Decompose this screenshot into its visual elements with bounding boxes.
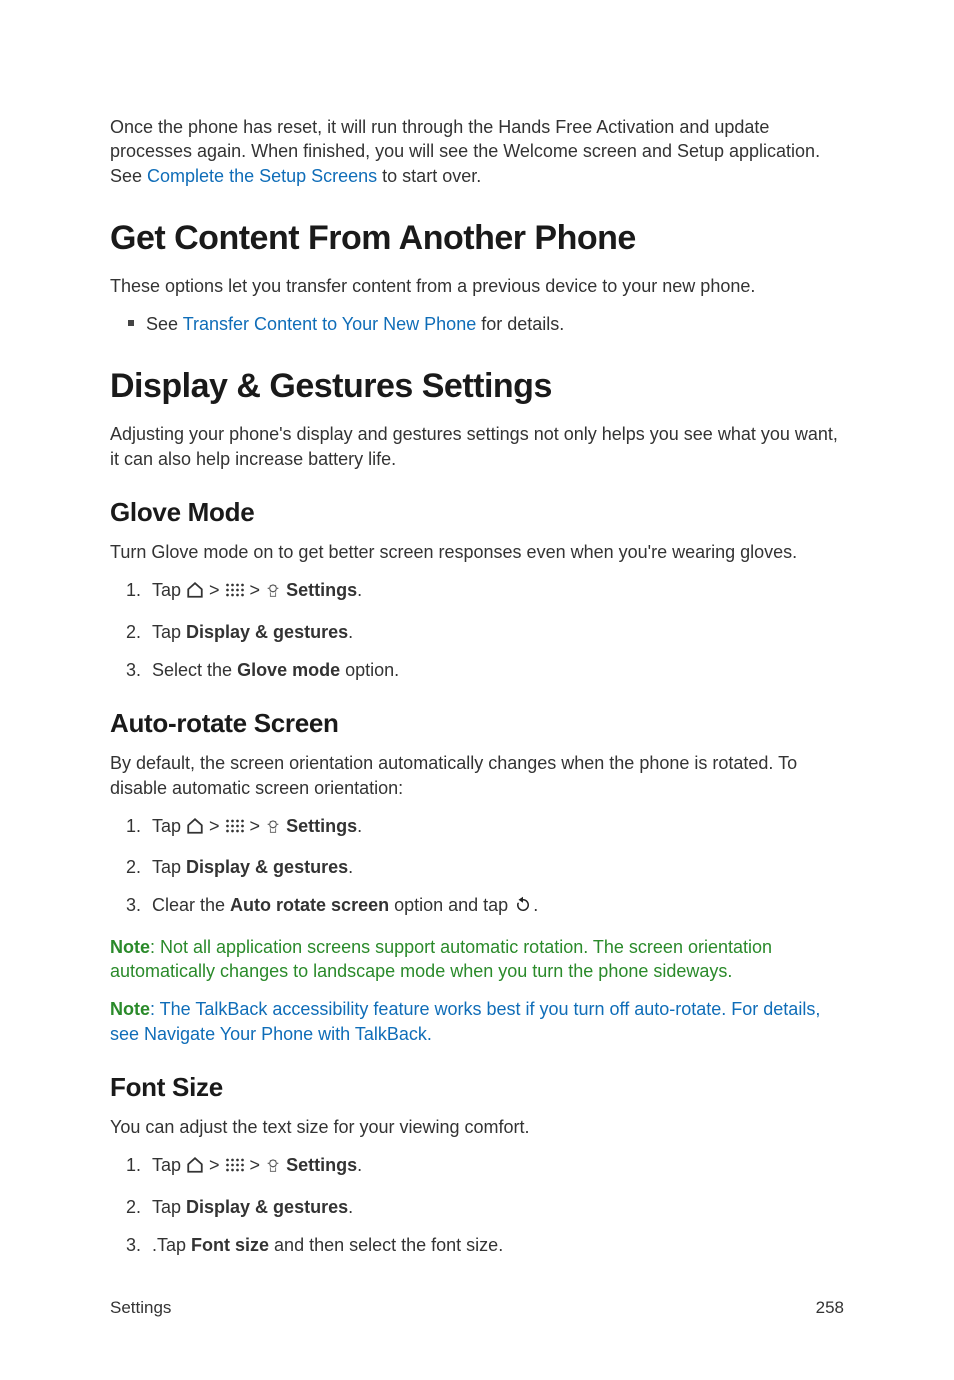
bullet-prefix: See [146, 314, 183, 334]
step-bold: Settings [286, 580, 357, 600]
step-bold: Auto rotate screen [230, 895, 389, 915]
sep: > [245, 1155, 266, 1175]
step-bold: Settings [286, 1155, 357, 1175]
step-bold: Settings [286, 816, 357, 836]
period: . [357, 1155, 362, 1175]
page-footer: Settings 258 [110, 1297, 844, 1320]
period: . [348, 622, 353, 642]
period: . [348, 1197, 353, 1217]
home-icon [186, 817, 204, 841]
note-talkback: Note: The TalkBack accessibility feature… [110, 997, 844, 1046]
footer-section: Settings [110, 1297, 171, 1320]
autorotate-step-3: Clear the Auto rotate screen option and … [146, 893, 844, 920]
intro-text-b: to start over. [377, 166, 481, 186]
heading-font-size: Font Size [110, 1070, 844, 1105]
get-content-intro: These options let you transfer content f… [110, 274, 844, 298]
note-text: : Not all application screens support au… [110, 937, 772, 981]
fontsize-intro: You can adjust the text size for your vi… [110, 1115, 844, 1139]
note-label: Note [110, 937, 150, 957]
step-text: option and tap [389, 895, 513, 915]
home-icon [186, 1156, 204, 1180]
step-bold: Font size [191, 1235, 269, 1255]
step-text: Select the [152, 660, 237, 680]
fontsize-step-2: Tap Display & gestures. [146, 1195, 844, 1219]
sep: > [204, 816, 225, 836]
page-content: Once the phone has reset, it will run th… [0, 0, 954, 1380]
period: . [357, 816, 362, 836]
step-text: Tap [152, 622, 186, 642]
period: . [348, 857, 353, 877]
home-icon [186, 581, 204, 605]
heading-get-content: Get Content From Another Phone [110, 216, 844, 262]
glove-step-1: Tap > > Settings. [146, 578, 844, 605]
transfer-content-link[interactable]: Transfer Content to Your New Phone [183, 314, 477, 334]
sep: > [204, 580, 225, 600]
apps-icon [225, 1156, 245, 1180]
step-text: .Tap [152, 1235, 191, 1255]
autorotate-intro: By default, the screen orientation autom… [110, 751, 844, 800]
setup-screens-link[interactable]: Complete the Setup Screens [147, 166, 377, 186]
talkback-link[interactable]: Navigate Your Phone with TalkBack [144, 1024, 427, 1044]
glove-intro: Turn Glove mode on to get better screen … [110, 540, 844, 564]
note-label: Note [110, 999, 150, 1019]
fontsize-step-1: Tap > > Settings. [146, 1153, 844, 1180]
step-text: Tap [152, 580, 186, 600]
step-bold: Display & gestures [186, 1197, 348, 1217]
heading-glove-mode: Glove Mode [110, 495, 844, 530]
step-text: Tap [152, 857, 186, 877]
step-text: and then select the font size. [269, 1235, 503, 1255]
note-rotation: Note: Not all application screens suppor… [110, 935, 844, 984]
back-icon [513, 896, 533, 920]
step-text: option. [340, 660, 399, 680]
footer-page-number: 258 [816, 1297, 844, 1320]
settings-icon [265, 817, 281, 841]
step-bold: Display & gestures [186, 857, 348, 877]
heading-autorotate: Auto-rotate Screen [110, 706, 844, 741]
sep: > [245, 580, 266, 600]
settings-icon [265, 1156, 281, 1180]
display-gestures-intro: Adjusting your phone's display and gestu… [110, 422, 844, 471]
period: . [357, 580, 362, 600]
note-text-b: . [427, 1024, 432, 1044]
settings-icon [265, 581, 281, 605]
heading-display-gestures: Display & Gestures Settings [110, 364, 844, 410]
glove-step-2: Tap Display & gestures. [146, 620, 844, 644]
intro-paragraph: Once the phone has reset, it will run th… [110, 115, 844, 188]
step-bold: Glove mode [237, 660, 340, 680]
apps-icon [225, 581, 245, 605]
step-text: Tap [152, 1197, 186, 1217]
step-bold: Display & gestures [186, 622, 348, 642]
step-text: Clear the [152, 895, 230, 915]
fontsize-step-3: .Tap Font size and then select the font … [146, 1233, 844, 1257]
step-text: Tap [152, 1155, 186, 1175]
sep: > [245, 816, 266, 836]
autorotate-step-1: Tap > > Settings. [146, 814, 844, 841]
step-text: Tap [152, 816, 186, 836]
bullet-transfer: See Transfer Content to Your New Phone f… [110, 312, 844, 336]
glove-step-3: Select the Glove mode option. [146, 658, 844, 682]
autorotate-step-2: Tap Display & gestures. [146, 855, 844, 879]
apps-icon [225, 817, 245, 841]
bullet-suffix: for details. [476, 314, 564, 334]
sep: > [204, 1155, 225, 1175]
period: . [533, 895, 538, 915]
